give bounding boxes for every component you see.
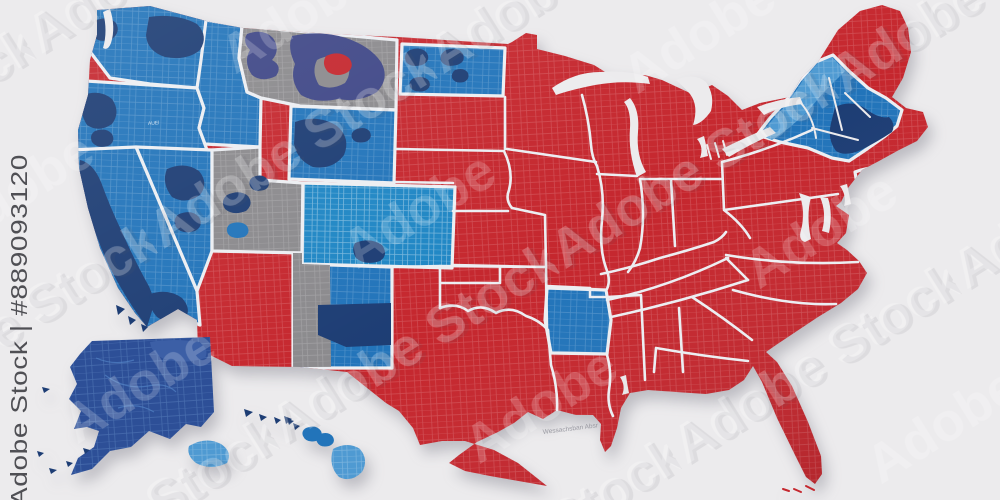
stock-id-watermark: Adobe Stock | #889093120 — [6, 154, 32, 500]
